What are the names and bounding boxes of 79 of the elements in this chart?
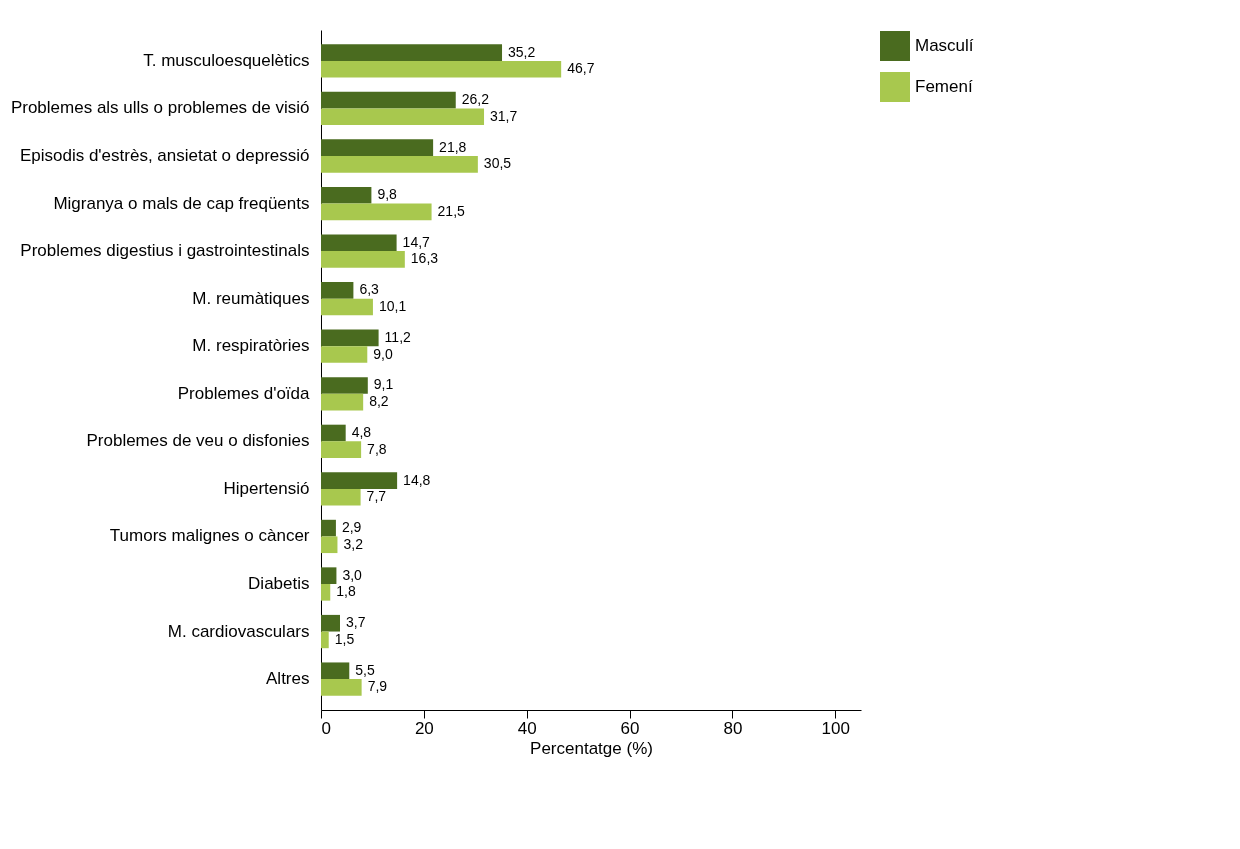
bar (321, 251, 405, 268)
bar (321, 441, 362, 458)
bar (321, 614, 341, 632)
data-label: 7,9 (367, 678, 388, 695)
data-label: 14,8 (403, 471, 431, 488)
data-label: 3,0 (342, 566, 363, 583)
data-label: 31,7 (490, 107, 518, 124)
data-label: 3,7 (346, 614, 366, 631)
y-tick-label: Problemes de veu o disfonies (86, 431, 310, 451)
data-label: 3,2 (343, 535, 364, 552)
x-axis-title: Percentatge (%) (530, 738, 653, 758)
data-label: 7,7 (366, 488, 387, 505)
x-tick-label: 0 (321, 718, 331, 738)
bar (321, 488, 361, 506)
data-label: 1,8 (336, 583, 356, 600)
bar (321, 583, 331, 601)
x-tick-label: 60 (620, 718, 640, 738)
data-label: 16,3 (410, 250, 439, 267)
bar (321, 346, 368, 363)
bar (321, 139, 434, 157)
bar (321, 631, 329, 649)
data-label: 9,1 (373, 376, 394, 393)
x-tick-label: 100 (821, 718, 850, 738)
legend-label: Masculí (915, 36, 974, 55)
data-label: 7,8 (367, 440, 387, 457)
bar (321, 377, 368, 394)
data-label: 4,8 (351, 424, 372, 441)
data-label: 2,9 (341, 519, 362, 536)
y-tick-label: Tumors malignes o càncer (109, 526, 310, 546)
x-tick-label: 80 (723, 718, 743, 738)
data-label: 35,2 (508, 43, 536, 60)
bar (321, 186, 372, 204)
bar (321, 282, 354, 299)
bar (321, 60, 562, 78)
data-label: 46,7 (567, 60, 595, 77)
bar (321, 203, 432, 221)
bar (321, 679, 362, 696)
y-tick-label: M. respiratòries (192, 336, 310, 356)
data-label: 30,5 (483, 155, 512, 172)
y-tick-label: Problemes digestius i gastrointestinals (20, 241, 310, 261)
bar (321, 662, 350, 680)
data-label: 9,8 (377, 186, 398, 203)
bar (321, 108, 485, 126)
data-label: 26,2 (461, 91, 490, 108)
bar (321, 519, 336, 537)
bar (321, 536, 338, 554)
data-label: 11,2 (384, 328, 412, 345)
legend-label: Femení (915, 77, 973, 96)
bar (321, 298, 373, 316)
y-tick-label: Altres (266, 669, 310, 689)
x-tick-label: 40 (517, 718, 537, 738)
data-label: 1,5 (334, 630, 355, 647)
y-tick-label: Problemes als ulls o problemes de visió (10, 98, 310, 118)
bar (321, 393, 364, 411)
data-label: 9,0 (373, 345, 393, 362)
data-label: 21,5 (437, 202, 466, 219)
x-tick-label: 20 (414, 718, 434, 738)
y-tick-label: T. musculoesquelètics (143, 50, 310, 70)
data-label: 5,5 (355, 661, 375, 678)
y-tick-label: Diabetis (248, 573, 310, 593)
y-tick-label: Episodis d'estrès, ansietat o depressió (19, 146, 310, 166)
bar (321, 472, 398, 489)
y-tick-label: Problemes d'oïda (177, 383, 311, 403)
y-tick-label: Migranya o mals de cap freqüents (53, 193, 310, 213)
bar (321, 44, 503, 61)
data-label: 10,1 (378, 297, 407, 314)
y-tick-label: M. reumàtiques (192, 288, 310, 308)
bar (321, 567, 337, 584)
bar (321, 156, 478, 173)
bar (321, 234, 397, 252)
data-label: 6,3 (359, 281, 380, 298)
bar (321, 91, 456, 109)
bar (321, 424, 346, 442)
bar (321, 329, 379, 347)
data-label: 14,7 (402, 233, 431, 250)
y-tick-label: Hipertensió (223, 478, 310, 498)
data-label: 8,2 (369, 393, 389, 410)
data-label: 21,8 (439, 138, 467, 155)
y-tick-label: M. cardiovasculars (167, 621, 310, 641)
